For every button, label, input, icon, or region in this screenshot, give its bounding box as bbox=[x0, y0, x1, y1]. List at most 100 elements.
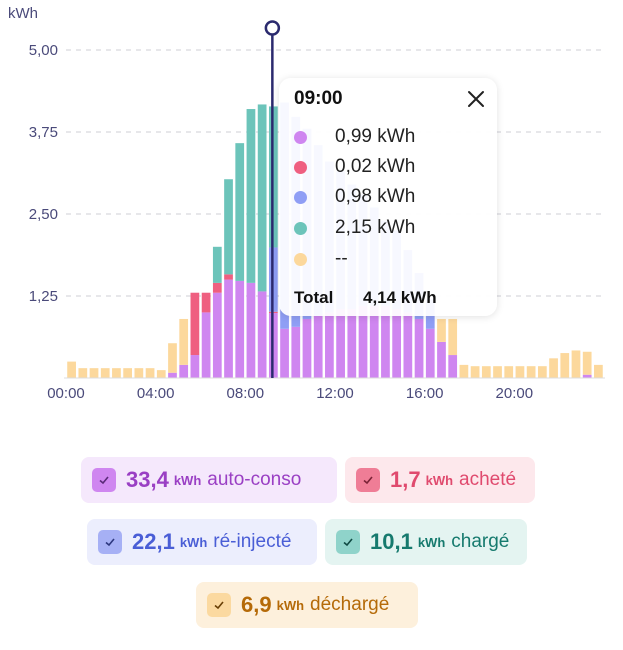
y-axis-unit-label: kWh bbox=[8, 5, 38, 22]
bar-segment-charge[interactable] bbox=[257, 104, 267, 292]
bar-segment-auto[interactable] bbox=[224, 279, 233, 378]
x-tick-label: 08:00 bbox=[227, 385, 265, 400]
bar-segment-auto[interactable] bbox=[302, 318, 312, 378]
close-icon[interactable] bbox=[465, 88, 487, 110]
decharge-dot-icon bbox=[294, 252, 307, 266]
bar-segment-decharge[interactable] bbox=[89, 368, 99, 378]
tooltip-row-reinjecte: 0,98 kWh bbox=[294, 184, 415, 210]
bar-segment-auto[interactable] bbox=[291, 326, 301, 378]
bar-segment-decharge[interactable] bbox=[594, 364, 603, 378]
bar-segment-charge[interactable] bbox=[246, 109, 256, 283]
bar-segment-auto[interactable] bbox=[280, 328, 289, 378]
x-tick-label: 00:00 bbox=[47, 385, 85, 400]
auto-conso-dot-icon bbox=[294, 130, 307, 144]
bar-segment-auto[interactable] bbox=[392, 309, 402, 378]
bar-segment-decharge[interactable] bbox=[145, 368, 155, 378]
legend-chip-decharge[interactable]: 6,9 kWh déchargé bbox=[196, 582, 418, 628]
bar-segment-auto[interactable] bbox=[437, 341, 446, 378]
y-tick-label: 2,50 bbox=[29, 206, 58, 223]
bar-segment-auto[interactable] bbox=[168, 372, 177, 378]
tooltip-row-decharge: -- bbox=[294, 246, 348, 272]
bar-segment-decharge[interactable] bbox=[582, 351, 592, 375]
bar-segment-decharge[interactable] bbox=[448, 318, 458, 356]
reinjecte-dot-icon bbox=[294, 190, 307, 204]
bar-segment-auto[interactable] bbox=[336, 309, 345, 378]
bar-segment-auto[interactable] bbox=[246, 282, 256, 378]
bar-segment-achete[interactable] bbox=[224, 274, 233, 280]
checkbox-checked-icon[interactable] bbox=[92, 468, 116, 492]
bar-segment-auto[interactable] bbox=[582, 374, 592, 378]
x-tick-label: 20:00 bbox=[496, 385, 534, 400]
cursor-handle[interactable] bbox=[264, 20, 281, 36]
y-tick-label: 1,25 bbox=[29, 288, 58, 305]
bar-segment-decharge[interactable] bbox=[179, 318, 189, 365]
bar-segment-decharge[interactable] bbox=[470, 366, 480, 378]
bar-segment-decharge[interactable] bbox=[571, 350, 581, 378]
bar-segment-decharge[interactable] bbox=[67, 361, 76, 378]
bar-segment-auto[interactable] bbox=[235, 280, 245, 378]
bar-segment-auto[interactable] bbox=[212, 292, 222, 378]
bar-segment-decharge[interactable] bbox=[437, 318, 446, 342]
bar-segment-decharge[interactable] bbox=[526, 366, 536, 378]
tooltip-total-label: Total bbox=[294, 288, 334, 307]
tooltip-row-charge: 2,15 kWh bbox=[294, 215, 415, 241]
bar-segment-achete[interactable] bbox=[212, 282, 222, 293]
legend-chip-auto-conso[interactable]: 33,4 kWh auto-conso bbox=[81, 457, 337, 503]
checkbox-checked-icon[interactable] bbox=[207, 593, 231, 617]
bar-segment-auto[interactable] bbox=[425, 328, 435, 378]
bar-segment-decharge[interactable] bbox=[78, 368, 88, 378]
bar-segment-auto[interactable] bbox=[347, 309, 357, 378]
bar-segment-decharge[interactable] bbox=[493, 366, 502, 378]
tooltip-row-achete: 0,02 kWh bbox=[294, 154, 415, 180]
bar-segment-auto[interactable] bbox=[257, 291, 267, 378]
bar-segment-decharge[interactable] bbox=[549, 358, 558, 378]
legend-chip-charge[interactable]: 10,1 kWh chargé bbox=[325, 519, 527, 565]
checkbox-checked-icon[interactable] bbox=[356, 468, 380, 492]
bar-segment-auto[interactable] bbox=[369, 305, 379, 378]
x-tick-label: 04:00 bbox=[137, 385, 175, 400]
bar-segment-auto[interactable] bbox=[414, 318, 424, 378]
y-axis-ticks: 5,00 3,75 2,50 1,25 bbox=[29, 42, 58, 305]
tooltip-row-auto: 0,99 kWh bbox=[294, 124, 415, 150]
bar-segment-charge[interactable] bbox=[224, 179, 233, 275]
bar-segment-auto[interactable] bbox=[179, 364, 189, 378]
bar-segment-decharge[interactable] bbox=[112, 368, 121, 378]
legend-chip-achete[interactable]: 1,7 kWh acheté bbox=[345, 457, 535, 503]
legend-chip-reinjecte[interactable]: 22,1 kWh ré-injecté bbox=[87, 519, 317, 565]
bar-segment-achete[interactable] bbox=[190, 292, 200, 356]
bar-segment-auto[interactable] bbox=[190, 355, 200, 378]
x-tick-label: 12:00 bbox=[316, 385, 354, 400]
bar-segment-decharge[interactable] bbox=[156, 370, 166, 378]
bar-segment-decharge[interactable] bbox=[537, 366, 547, 378]
bar-segment-auto[interactable] bbox=[325, 312, 334, 378]
bar-segment-auto[interactable] bbox=[313, 315, 323, 378]
bar-segment-auto[interactable] bbox=[403, 312, 413, 378]
bar-segment-decharge[interactable] bbox=[123, 368, 133, 378]
checkbox-checked-icon[interactable] bbox=[336, 530, 360, 554]
bar-segment-decharge[interactable] bbox=[168, 343, 177, 373]
achete-dot-icon bbox=[294, 160, 307, 174]
bar-segment-auto[interactable] bbox=[201, 312, 211, 378]
hover-cursor[interactable] bbox=[264, 20, 281, 379]
checkbox-checked-icon[interactable] bbox=[98, 530, 122, 554]
bar-segment-decharge[interactable] bbox=[100, 368, 110, 378]
bar-segment-auto[interactable] bbox=[381, 305, 390, 378]
bar-segment-decharge[interactable] bbox=[515, 366, 525, 378]
charge-dot-icon bbox=[294, 221, 307, 235]
bar-segment-decharge[interactable] bbox=[504, 366, 514, 378]
bar-segment-decharge[interactable] bbox=[560, 353, 570, 378]
tooltip-total-value: 4,14 kWh bbox=[363, 288, 437, 307]
bar-segment-auto[interactable] bbox=[358, 305, 368, 378]
tooltip-time: 09:00 bbox=[294, 88, 343, 109]
bar-segment-decharge[interactable] bbox=[459, 364, 469, 378]
bar-segment-auto[interactable] bbox=[448, 355, 458, 378]
bar-segment-achete[interactable] bbox=[201, 292, 211, 313]
tooltip: 09:00 0,99 kWh 0,02 kWh 0,98 kWh 2,15 kW… bbox=[279, 78, 497, 316]
x-tick-label: 16:00 bbox=[406, 385, 444, 400]
bar-segment-charge[interactable] bbox=[212, 246, 222, 283]
bar-segment-decharge[interactable] bbox=[134, 368, 144, 378]
bar-segment-charge[interactable] bbox=[235, 143, 245, 281]
y-tick-label: 3,75 bbox=[29, 124, 58, 141]
y-tick-label: 5,00 bbox=[29, 42, 58, 59]
bar-segment-decharge[interactable] bbox=[481, 366, 491, 378]
